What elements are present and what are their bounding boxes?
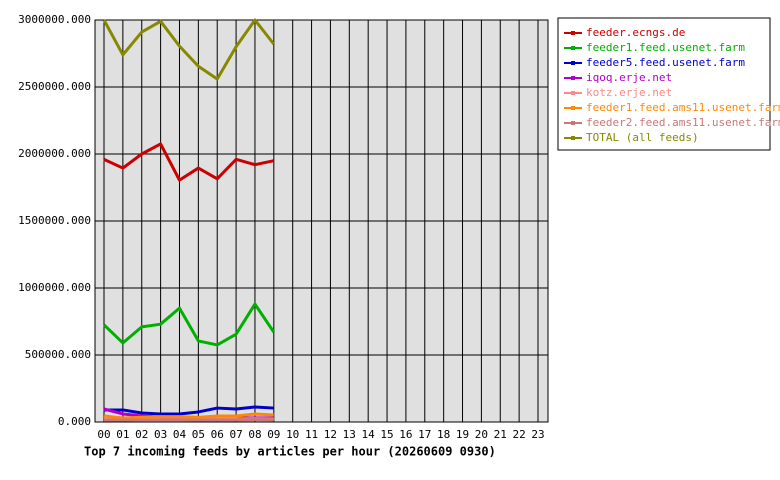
legend-label: feeder.ecngs.de [586, 26, 685, 39]
legend-marker [571, 31, 575, 35]
x-tick-label: 01 [116, 428, 129, 441]
x-tick-label: 07 [229, 428, 242, 441]
x-tick-label: 04 [173, 428, 187, 441]
x-tick-label: 23 [531, 428, 544, 441]
x-tick-label: 10 [286, 428, 299, 441]
x-tick-label: 22 [513, 428, 526, 441]
series-line [104, 405, 274, 416]
legend-label: kotz.erje.net [586, 86, 672, 99]
x-tick-label: 19 [456, 428, 469, 441]
x-tick-label: 05 [192, 428, 205, 441]
legend-label: feeder1.feed.usenet.farm [586, 41, 745, 54]
x-tick-label: 00 [97, 428, 110, 441]
x-tick-label: 06 [211, 428, 224, 441]
chart-title: Top 7 incoming feeds by articles per hou… [84, 445, 496, 459]
y-tick-label: 0.000 [58, 415, 91, 428]
y-tick-label: 1000000.000 [18, 281, 91, 294]
legend-label: iqoq.erje.net [586, 71, 672, 84]
x-tick-label: 14 [362, 428, 376, 441]
x-tick-label: 18 [437, 428, 450, 441]
y-tick-label: 2500000.000 [18, 80, 91, 93]
x-tick-label: 17 [418, 428, 431, 441]
x-tick-label: 08 [248, 428, 261, 441]
series-line [102, 302, 276, 347]
legend-marker [571, 46, 575, 50]
legend-label: feeder1.feed.ams11.usenet.farm [586, 101, 780, 114]
x-tick-label: 09 [267, 428, 280, 441]
legend-marker [571, 91, 575, 95]
x-tick-label: 13 [343, 428, 356, 441]
x-tick-label: 03 [154, 428, 167, 441]
y-tick-label: 1500000.000 [18, 214, 91, 227]
legend-marker [571, 61, 575, 65]
series-line [103, 412, 274, 420]
legend-label: TOTAL (all feeds) [586, 131, 699, 144]
x-tick-label: 12 [324, 428, 337, 441]
legend-marker [571, 121, 575, 125]
x-tick-label: 21 [494, 428, 507, 441]
legend-label: feeder2.feed.ams11.usenet.farm [586, 116, 780, 129]
legend-marker [571, 106, 575, 110]
x-tick-label: 16 [399, 428, 412, 441]
legend-label: feeder5.feed.usenet.farm [586, 56, 745, 69]
y-tick-label: 2000000.000 [18, 147, 91, 160]
y-tick-label: 500000.000 [25, 348, 91, 361]
series-line [104, 418, 274, 422]
series-line [103, 142, 275, 182]
legend-marker [571, 76, 575, 80]
x-tick-label: 02 [135, 428, 148, 441]
legend-marker [571, 136, 575, 140]
x-tick-label: 11 [305, 428, 318, 441]
series-line [102, 18, 276, 81]
x-tick-label: 20 [475, 428, 488, 441]
plot-border [94, 19, 549, 423]
legend-box [557, 17, 771, 151]
y-tick-label: 3000000.000 [18, 13, 91, 26]
x-tick-label: 15 [380, 428, 393, 441]
